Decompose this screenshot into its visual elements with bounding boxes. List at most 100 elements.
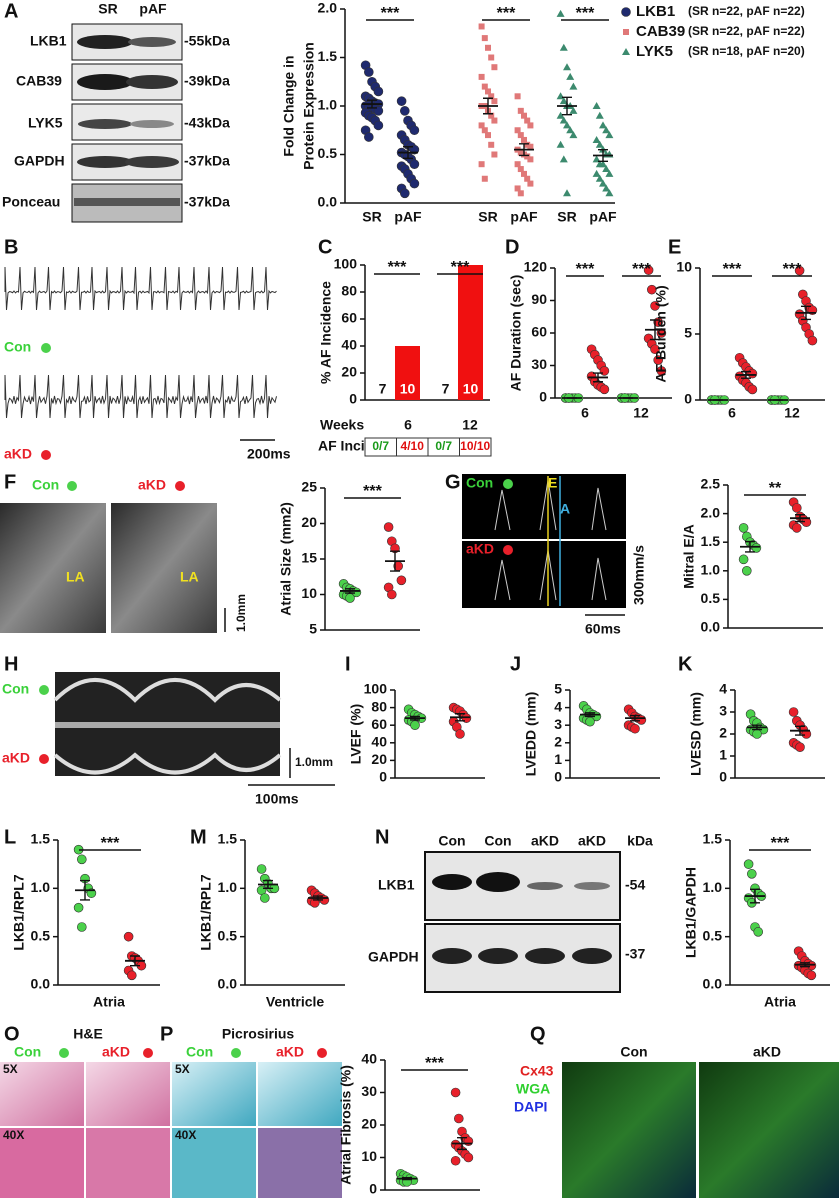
- group-label: aKD: [4, 446, 32, 462]
- panel-letter: C: [318, 236, 332, 258]
- y-tick-label: 80: [341, 283, 357, 299]
- y-tick-label: 0: [349, 391, 357, 407]
- data-point: [559, 155, 568, 163]
- data-point: [563, 121, 571, 129]
- y-tick-label: 4: [554, 698, 562, 714]
- panel-letter: A: [4, 0, 18, 22]
- significance-label: ***: [497, 5, 516, 22]
- significance-label: ***: [363, 483, 382, 500]
- y-axis-label: LVEDD (mm): [523, 692, 539, 777]
- y-tick-label: 3: [719, 703, 727, 719]
- data-point: [481, 127, 488, 134]
- data-point: [738, 523, 749, 533]
- data-point: [478, 122, 485, 129]
- data-point: [563, 63, 571, 71]
- data-point: [807, 335, 818, 346]
- error-bar: [390, 550, 400, 572]
- data-point: [656, 366, 667, 376]
- mag-label: 5X: [175, 1062, 190, 1076]
- immunofluorescence-panel: Con aKD Cx43 WGA DAPI: [514, 1044, 839, 1198]
- data-point: [743, 859, 754, 869]
- image-label: LA: [66, 569, 85, 585]
- y-axis-label: Mitral E/A: [681, 524, 697, 589]
- y-axis-label: AF Burden (%): [653, 285, 669, 382]
- y-tick-label: 1.5: [318, 48, 338, 64]
- panel-letters: A B C D E F G H I J K L M N O P Q: [4, 0, 693, 1045]
- group-dot: [41, 450, 51, 460]
- data-point: [643, 265, 654, 275]
- error-bar: [598, 148, 608, 162]
- blot-label: CAB39: [16, 73, 62, 89]
- data-point: [595, 140, 604, 148]
- wave-label: E: [548, 475, 557, 491]
- data-point: [524, 141, 531, 148]
- bar-n-label: 7: [379, 381, 387, 397]
- error-bar: [752, 724, 762, 731]
- lane-label: aKD: [531, 833, 559, 849]
- legend-note: (SR n=18, pAF n=20): [688, 44, 805, 58]
- data-point: [599, 366, 610, 376]
- group-label: aKD: [102, 1044, 130, 1060]
- unit-label: kDa: [627, 833, 653, 849]
- y-axis-label: Fold Change in: [281, 55, 297, 156]
- y-tick-label: 1.5: [703, 831, 723, 847]
- data-point: [517, 132, 524, 139]
- data-point: [491, 151, 498, 158]
- stain-label: DAPI: [514, 1099, 547, 1115]
- significance-label: ***: [388, 259, 407, 276]
- x-tick-label: 6: [404, 417, 412, 433]
- data-point: [559, 116, 568, 124]
- data-point: [656, 328, 667, 338]
- y-tick-label: 1.0: [218, 879, 238, 895]
- y-tick-label: 4: [719, 681, 727, 697]
- lane-label: pAF: [139, 1, 167, 17]
- data-point: [481, 175, 488, 182]
- y-axis-label: LVESD (mm): [688, 692, 704, 776]
- y-tick-label: 0.0: [31, 976, 51, 992]
- data-point: [791, 523, 802, 533]
- significance-label: ***: [101, 835, 120, 852]
- group-label: Con: [4, 339, 31, 355]
- y-tick-label: 5: [684, 325, 692, 341]
- data-point: [514, 127, 521, 134]
- y-tick-label: 0: [554, 769, 562, 785]
- significance-label: ***: [783, 261, 802, 278]
- data-point: [488, 54, 495, 61]
- data-point: [650, 344, 660, 355]
- data-point: [77, 854, 87, 865]
- y-tick-label: 1: [554, 751, 562, 767]
- data-point: [605, 131, 614, 139]
- histology-panels: H&E Con aKD 5X 40X Picrosirius Con aKD 5…: [0, 1026, 342, 1198]
- group-dot: [503, 545, 513, 555]
- data-point: [514, 93, 521, 100]
- group-label: Con: [14, 1044, 41, 1060]
- data-point: [410, 720, 420, 731]
- error-bar: [403, 146, 413, 160]
- x-tick-label: SR: [362, 209, 381, 225]
- wave-label: A: [560, 501, 570, 517]
- data-point: [517, 190, 524, 197]
- lane-label: SR: [98, 1, 117, 17]
- incidence-value: 0/7: [435, 439, 452, 453]
- kda-label: -43kDa: [184, 115, 230, 131]
- error-bar: [402, 1176, 412, 1181]
- data-point: [592, 135, 601, 143]
- data-point: [746, 869, 757, 879]
- data-point: [623, 29, 629, 35]
- data-point: [514, 185, 521, 192]
- panel-letter: K: [678, 653, 693, 675]
- data-point: [488, 141, 495, 148]
- data-point: [630, 723, 640, 734]
- panel-letter: L: [4, 826, 16, 848]
- data-point: [521, 112, 527, 119]
- incidence-value: 10/10: [460, 439, 490, 453]
- group-label: Con: [2, 681, 29, 697]
- data-point: [345, 593, 355, 603]
- lane-label: Con: [484, 833, 511, 849]
- y-tick-label: 0.0: [703, 976, 723, 992]
- data-point: [527, 156, 534, 163]
- scale-label: 1.0mm: [295, 755, 333, 769]
- y-tick-label: 100: [364, 681, 388, 697]
- mag-label: 40X: [3, 1128, 24, 1142]
- y-tick-label: 0.5: [703, 927, 723, 943]
